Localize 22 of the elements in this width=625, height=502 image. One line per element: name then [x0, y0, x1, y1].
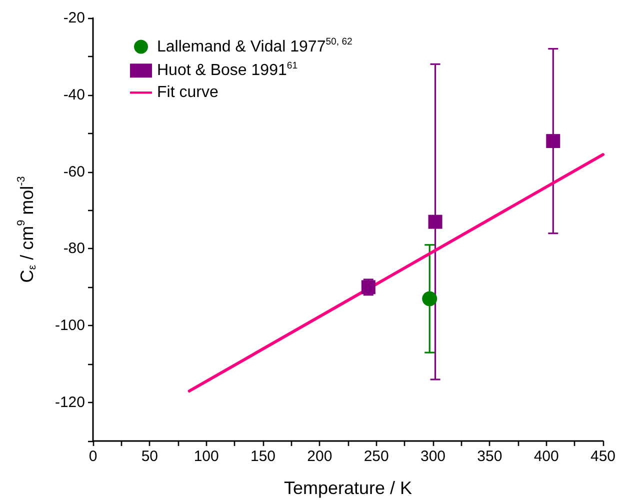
x-tick-label: 150 — [250, 448, 276, 465]
x-tick-label: 300 — [420, 448, 446, 465]
x-tick-label: 200 — [307, 448, 332, 465]
x-tick-label: 100 — [194, 448, 219, 465]
y-tick-label: -80 — [63, 240, 85, 258]
y-tick-label: -120 — [54, 394, 85, 412]
x-tick-label: 250 — [364, 448, 389, 465]
x-tick-label: 450 — [590, 448, 616, 465]
point — [428, 214, 442, 229]
y-tick-label: -40 — [63, 86, 85, 104]
x-tick-label: 0 — [88, 448, 98, 465]
y-tick-label: -20 — [63, 10, 85, 26]
y-tick-label: -100 — [54, 317, 85, 334]
y-tick-label: -60 — [63, 163, 85, 180]
point — [422, 291, 438, 306]
x-tick-label: 400 — [534, 448, 559, 465]
x-axis-title: Temperature / K — [284, 478, 412, 498]
point — [546, 134, 560, 148]
x-tick-label: 50 — [141, 448, 158, 465]
x-tick-label: 350 — [477, 448, 502, 465]
y-axis-title: Cε / cm9 mol-3 — [16, 176, 38, 283]
legend-label: Fit curve — [157, 84, 218, 102]
